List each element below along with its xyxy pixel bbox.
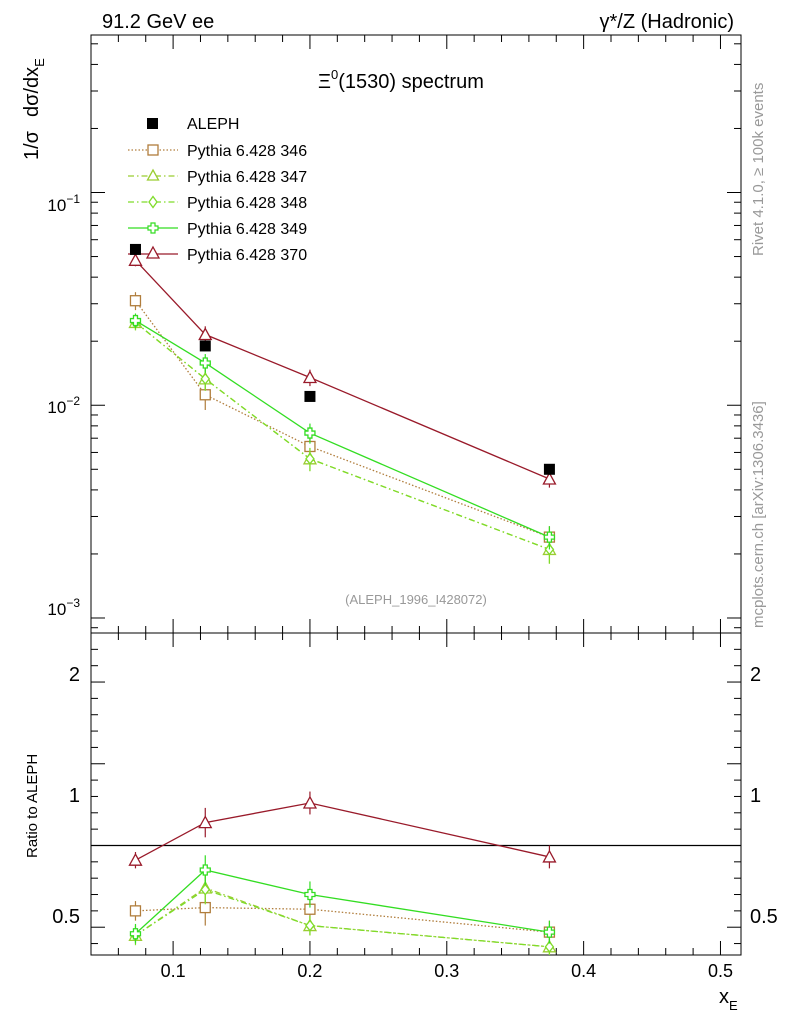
legend-label-346: Pythia 6.428 346 [187, 143, 307, 160]
legend-label-370: Pythia 6.428 370 [187, 247, 307, 264]
ratio-series-pythia-6-428-347 [128, 873, 557, 955]
header-right: γ*/Z (Hadronic) [600, 11, 734, 33]
rivet-version-label: Rivet 4.1.0, ≥ 100k events [750, 83, 767, 256]
y-tick-label-1e-1: 10−1 [47, 192, 80, 215]
ratio-point-pythia-6-428-346 [129, 905, 142, 917]
ratio-point-pythia-6-428-370 [198, 815, 213, 829]
x-tick-label-0-5: 0.5 [708, 961, 733, 981]
axis-ticks [90, 35, 741, 955]
series-line-pythia-6-428-349 [135, 320, 550, 538]
main-series-pythia-6-428-370 [128, 252, 557, 488]
data-point-pythia-6-428-370 [198, 327, 213, 341]
ratio-y-tick-label-1-right: 1 [750, 785, 761, 807]
source-label: mcplots.cern.ch [arXiv:1306.3436] [750, 401, 767, 628]
ratio-y-axis-label: Ratio to ALEPH [24, 754, 41, 858]
main-series-pythia-6-428-347 [128, 315, 557, 564]
x-tick-label-0-4: 0.4 [571, 961, 596, 981]
legend-marker-aleph [147, 118, 158, 129]
legend-label-348: Pythia 6.428 348 [187, 195, 307, 212]
legend-item-346: Pythia 6.428 346 [128, 143, 307, 160]
ratio-line-pythia-6-428-346 [135, 906, 550, 933]
analysis-id-label: (ALEPH_1996_I428072) [345, 592, 487, 607]
header-left: 91.2 GeV ee [102, 11, 214, 33]
y-tick-label-1e-3: 10−3 [47, 596, 80, 619]
ratio-panel-frame [90, 632, 742, 956]
x-tick-label-0-3: 0.3 [434, 961, 459, 981]
ratio-y-tick-label-2-right: 2 [750, 664, 761, 686]
legend-item-aleph: ALEPH [147, 116, 239, 133]
ratio-point-pythia-6-428-348 [200, 883, 211, 896]
legend-item-370: Pythia 6.428 370 [128, 245, 307, 264]
ratio-line-pythia-6-428-370 [135, 802, 550, 861]
ratio-series-pythia-6-428-346 [129, 892, 556, 944]
data-point-pythia-6-428-370 [302, 370, 318, 384]
data-point-pythia-6-428-348 [200, 372, 211, 385]
legend-label-347: Pythia 6.428 347 [187, 169, 307, 186]
main-chart-title: Ξ0(1530) spectrum [318, 67, 484, 93]
legend-marker-370 [145, 245, 161, 259]
legend-item-348: Pythia 6.428 348 [128, 195, 307, 212]
data-series [128, 243, 557, 955]
main-series-pythia-6-428-346 [129, 292, 556, 550]
ratio-line-pythia-6-428-347 [135, 887, 550, 948]
series-line-pythia-6-428-346 [134, 300, 550, 538]
ratio-point-pythia-6-428-370 [542, 849, 557, 863]
ratio-point-pythia-6-428-349 [304, 888, 316, 901]
ratio-y-tick-label-0-5: 0.5 [52, 906, 80, 928]
ratio-y-tick-labels: 2 1 0.5 2 1 0.5 [52, 664, 778, 928]
series-line-pythia-6-428-370 [135, 259, 550, 480]
main-y-tick-labels: 10−1 10−2 10−3 [47, 192, 80, 619]
data-point-pythia-6-428-348 [305, 452, 315, 465]
x-axis-label: xE [719, 986, 738, 1013]
legend-item-349: Pythia 6.428 349 [128, 221, 307, 238]
main-y-axis-label: 1/σdσ/dxE [21, 58, 47, 160]
series-line-pythia-6-428-347 [135, 321, 550, 551]
legend-marker-349 [147, 222, 159, 234]
x-tick-labels: 0.1 0.2 0.3 0.4 0.5 [161, 961, 733, 981]
data-point-pythia-6-428-349 [129, 314, 142, 327]
main-series-aleph [129, 243, 555, 475]
data-point-pythia-6-428-349 [304, 427, 316, 439]
data-point-pythia-6-428-346 [199, 389, 211, 401]
ratio-y-tick-label-0-5-right: 0.5 [750, 906, 778, 928]
ratio-y-tick-label-2: 2 [69, 664, 80, 686]
x-tick-label-0-2: 0.2 [297, 961, 322, 981]
ratio-line-pythia-6-428-349 [135, 869, 550, 935]
ratio-series-pythia-6-428-370 [128, 791, 557, 869]
data-point-aleph [543, 463, 555, 475]
data-point-pythia-6-428-349 [543, 531, 556, 543]
data-point-pythia-6-428-349 [199, 357, 211, 369]
data-point-pythia-6-428-346 [129, 295, 142, 307]
main-series-pythia-6-428-349 [129, 313, 556, 550]
ratio-y-tick-label-1: 1 [69, 785, 80, 807]
ratio-point-pythia-6-428-349 [129, 928, 142, 940]
ratio-point-pythia-6-428-370 [128, 852, 143, 866]
legend-marker-348 [148, 195, 158, 209]
ratio-point-pythia-6-428-349 [543, 926, 556, 938]
ratio-point-pythia-6-428-349 [199, 864, 211, 876]
ratio-series-pythia-6-428-349 [129, 855, 556, 944]
ratio-point-pythia-6-428-348 [544, 940, 555, 953]
ratio-point-pythia-6-428-348 [305, 919, 315, 932]
x-tick-label-0-1: 0.1 [161, 961, 186, 981]
data-point-pythia-6-428-370 [128, 252, 143, 266]
ratio-point-pythia-6-428-370 [302, 795, 318, 809]
y-tick-label-1e-2: 10−2 [47, 394, 80, 417]
data-point-aleph [304, 390, 316, 402]
data-point-aleph [199, 340, 211, 352]
legend-label-349: Pythia 6.428 349 [187, 221, 307, 238]
data-point-pythia-6-428-370 [542, 471, 557, 485]
legend-marker-346 [147, 144, 159, 156]
ratio-series-pythia-6-428-348 [130, 874, 555, 955]
data-point-pythia-6-428-348 [544, 543, 555, 556]
legend: ALEPH Pythia 6.428 346 Pythia 6.428 347 … [128, 116, 307, 264]
legend-label-aleph: ALEPH [187, 116, 239, 133]
data-point-aleph [129, 243, 141, 255]
ratio-line-pythia-6-428-348 [135, 888, 550, 948]
main-series-pythia-6-428-348 [130, 315, 555, 564]
series-line-pythia-6-428-348 [135, 321, 550, 551]
legend-marker-347 [146, 168, 160, 181]
legend-item-347: Pythia 6.428 347 [128, 168, 307, 186]
